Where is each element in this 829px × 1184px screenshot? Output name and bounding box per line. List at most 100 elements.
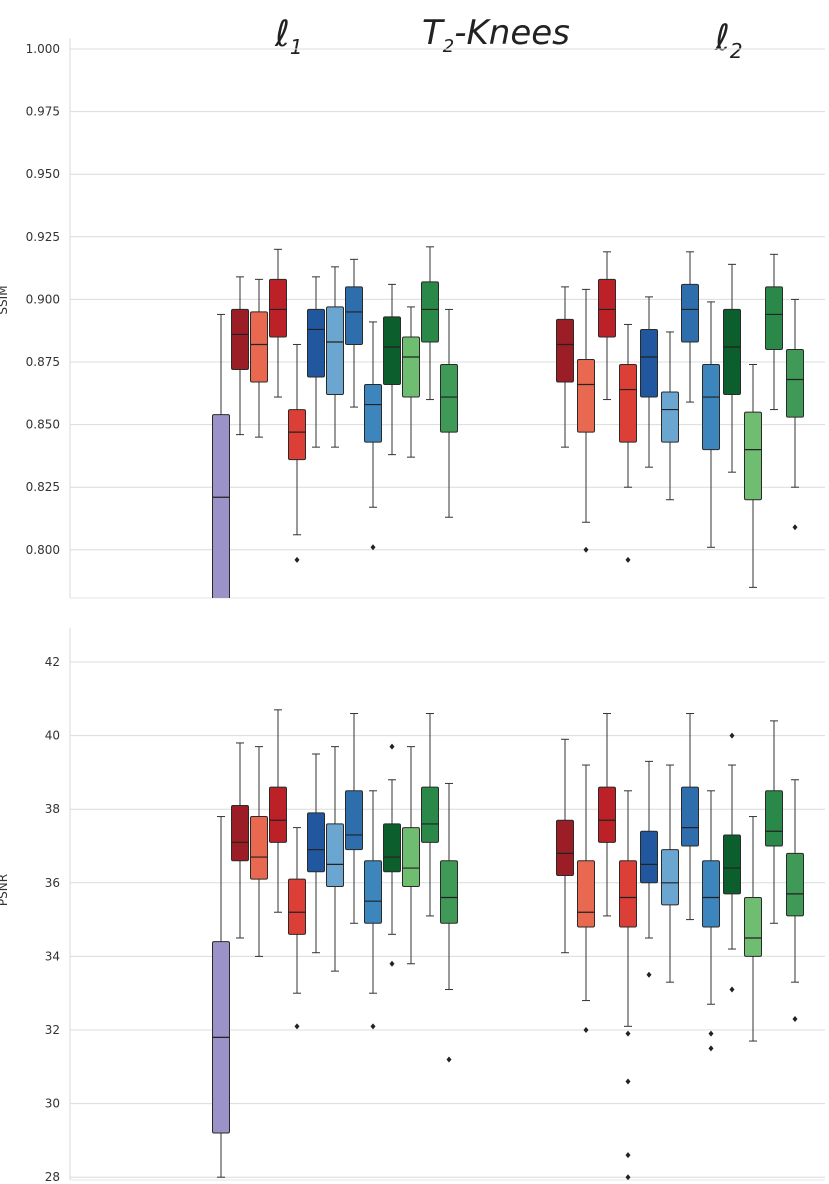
box-0-3 xyxy=(269,248,287,398)
box-0-11 xyxy=(421,246,439,401)
box-1-6 xyxy=(661,764,679,983)
psnr-tick-label: 38 xyxy=(45,802,60,816)
box-iqr xyxy=(786,348,804,418)
box-1-10 xyxy=(744,364,762,588)
box-iqr xyxy=(326,306,344,396)
outlier-point xyxy=(708,1030,714,1037)
outlier-point xyxy=(294,1023,300,1030)
box-0-9 xyxy=(383,283,401,456)
outlier-point xyxy=(625,1174,631,1180)
box-0-12 xyxy=(440,308,458,518)
box-0-1 xyxy=(231,276,249,436)
box-iqr xyxy=(702,364,720,451)
box-1-11 xyxy=(765,253,783,411)
box-0-2 xyxy=(250,278,268,438)
box-iqr xyxy=(402,827,420,887)
box-0-4 xyxy=(288,827,306,1030)
box-0-4 xyxy=(288,343,306,563)
box-iqr xyxy=(577,860,595,928)
ssim-tick-label: 0.825 xyxy=(26,480,60,494)
box-iqr xyxy=(619,364,637,443)
box-iqr xyxy=(421,281,439,343)
ssim-y-axis-label: SSIM xyxy=(0,285,10,314)
box-0-0 xyxy=(212,816,230,1178)
box-iqr xyxy=(231,308,249,371)
box-0-11 xyxy=(421,713,439,917)
ssim-tick-label: 0.850 xyxy=(26,418,60,432)
outlier-point xyxy=(625,1152,631,1159)
box-iqr xyxy=(786,852,804,917)
box-1-9 xyxy=(723,732,741,993)
box-1-12 xyxy=(786,779,804,1022)
ssim-tick-label: 0.800 xyxy=(26,543,60,557)
box-1-4 xyxy=(619,790,637,1180)
box-0-1 xyxy=(231,742,249,939)
box-iqr xyxy=(288,878,306,935)
ssim-tick-label: 0.925 xyxy=(26,230,60,244)
box-iqr xyxy=(744,411,762,501)
outlier-point xyxy=(708,1045,714,1052)
outlier-point xyxy=(389,960,395,967)
chart-title: T2-Knees xyxy=(422,13,570,57)
box-iqr xyxy=(288,409,306,461)
box-iqr xyxy=(681,786,699,847)
psnr-boxes xyxy=(212,709,804,1180)
box-iqr xyxy=(269,278,287,338)
box-0-9 xyxy=(383,743,401,967)
ssim-tick-label: 1.000 xyxy=(26,42,60,56)
box-1-5 xyxy=(640,296,658,468)
box-0-3 xyxy=(269,709,287,913)
outlier-point xyxy=(294,556,300,563)
box-iqr xyxy=(250,311,268,383)
box-iqr xyxy=(556,819,574,876)
box-1-2 xyxy=(577,288,595,553)
box-0-0 xyxy=(212,313,230,598)
box-iqr xyxy=(440,364,458,433)
box-iqr xyxy=(440,860,458,924)
box-1-2 xyxy=(577,764,595,1033)
right-group-label: ℓ2 xyxy=(714,18,743,63)
box-1-3 xyxy=(598,713,616,917)
box-iqr xyxy=(640,328,658,398)
box-iqr xyxy=(661,391,679,443)
box-0-10 xyxy=(402,306,420,458)
box-iqr xyxy=(250,816,268,880)
box-iqr xyxy=(269,786,287,843)
outlier-point xyxy=(370,1023,376,1030)
box-1-3 xyxy=(598,251,616,401)
outlier-point xyxy=(729,732,735,739)
left-group-label: ℓ1 xyxy=(274,14,303,59)
box-0-7 xyxy=(345,713,363,924)
outlier-point xyxy=(792,524,798,531)
box-0-8 xyxy=(364,790,382,1030)
box-iqr xyxy=(661,849,679,906)
box-1-5 xyxy=(640,760,658,978)
figure-header: ℓ1 T2-Knees ℓ2 xyxy=(274,13,743,63)
box-iqr xyxy=(307,308,325,378)
box-iqr xyxy=(577,358,595,433)
box-1-7 xyxy=(681,713,699,921)
box-iqr xyxy=(681,283,699,343)
ssim-tick-label: 0.950 xyxy=(26,167,60,181)
box-iqr xyxy=(364,384,382,443)
outlier-point xyxy=(389,743,395,750)
outlier-point xyxy=(625,556,631,563)
outlier-point xyxy=(583,1027,589,1033)
box-0-2 xyxy=(250,746,268,957)
box-iqr xyxy=(723,834,741,895)
box-iqr xyxy=(619,860,637,928)
box-iqr xyxy=(598,786,616,843)
box-1-8 xyxy=(702,790,720,1052)
box-iqr xyxy=(421,786,439,843)
box-iqr xyxy=(702,860,720,928)
box-1-7 xyxy=(681,251,699,403)
box-0-10 xyxy=(402,746,420,965)
outlier-point xyxy=(446,1056,452,1063)
box-1-9 xyxy=(723,263,741,473)
box-iqr xyxy=(744,897,762,957)
box-1-6 xyxy=(661,331,679,501)
psnr-tick-label: 34 xyxy=(45,949,60,963)
box-iqr xyxy=(364,860,382,924)
box-1-12 xyxy=(786,298,804,531)
